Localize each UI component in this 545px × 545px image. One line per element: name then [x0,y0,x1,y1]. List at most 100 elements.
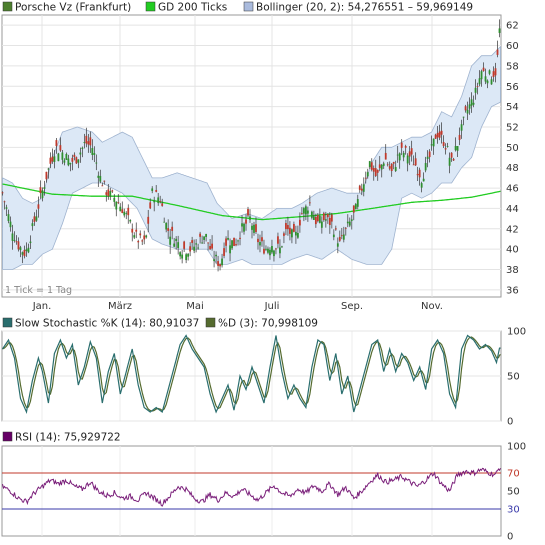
stochastic-y-tick-label: 100 [507,327,526,338]
candle-body [211,243,213,249]
stochastic-y-tick-label: 0 [507,417,513,428]
candle-body [486,80,489,84]
candle-body [281,246,283,248]
candle-body [133,235,136,238]
candle-body [350,219,353,221]
candle-body [378,164,381,169]
candle-body [67,158,70,166]
candle-body [175,238,178,241]
candle-body [285,223,287,230]
rsi-panel: RSI (14): 75,929722 0 30 50 70 100 [1,432,526,543]
candle-body [73,154,76,158]
candle-body [49,157,52,164]
candle-body [47,168,50,170]
candle-body [253,224,255,233]
candle-body [237,240,239,242]
candle-body [123,211,126,216]
candle-body [291,229,293,238]
candle-body [436,132,439,138]
candle-body [231,240,233,249]
rsi-y-tick-label: 70 [507,469,520,480]
candle-body [269,249,271,256]
rsi-reference-lines [2,472,501,510]
candle-body [223,248,225,256]
candle-body [87,141,90,145]
candle-body [275,248,277,250]
candle-body [277,236,279,244]
candle-body [179,252,182,257]
stochastic-d-line [2,336,501,412]
candle-body [310,211,313,218]
candle-body [259,242,261,246]
candle-body [209,246,211,250]
candle-body [287,225,289,230]
candle-body [247,209,249,216]
candle-body [456,146,459,151]
stochastic-legend: Slow Stochastic %K (14): 80,91037 %D (3)… [2,318,318,330]
price-x-tick-label: Mai [186,301,204,312]
legend-swatch-bollinger [243,1,254,12]
candle-body [346,221,349,224]
candle-body [241,223,243,227]
price-x-tick-label: Juli [264,301,280,312]
candle-body [498,28,501,33]
candle-body [336,243,339,247]
candle-body [235,244,237,246]
candle-body [494,68,497,76]
candle-body [177,242,180,248]
candle-body [283,233,285,236]
candle-body [121,209,124,213]
candle-body [249,216,251,220]
candle-body [334,228,337,230]
price-y-tick-label: 50 [506,143,519,154]
candle-body [295,231,297,236]
bollinger-band [2,45,501,270]
candle-body [312,216,315,220]
candle-body [454,145,457,151]
legend-label-bollinger: Bollinger (20, 2): 54,276551 – 59,969149 [256,2,473,14]
candle-body [77,159,80,163]
candle-body [392,162,395,164]
candle-body [193,246,196,251]
candle-body [255,224,257,233]
candle-body [318,216,321,223]
candle-body [29,241,32,244]
candle-body [356,199,359,207]
candle-body [69,162,72,165]
candle-body [51,156,54,162]
candle-body [352,205,355,213]
candle-body [322,213,325,221]
candle-body [213,259,215,262]
candle-body [103,180,106,182]
candle-body [199,233,202,237]
candle-body [434,134,437,139]
candle-body [185,254,188,261]
price-y-tick-label: 44 [506,204,519,215]
price-panel: Porsche Vz (Frankfurt) GD 200 Ticks Boll… [1,1,519,312]
candle-body [314,216,317,225]
candle-body [460,124,463,131]
candle-body [440,130,443,135]
tick-note: 1 Tick = 1 Tag [5,285,72,296]
rsi-y-tick-label: 50 [507,487,520,498]
candle-body [418,169,421,178]
candle-body [105,192,108,195]
candle-body [239,237,241,239]
candle-body [293,223,295,232]
price-y-tick-label: 38 [506,265,519,276]
candle-body [71,157,74,162]
candle-body [183,241,186,249]
candle-body [404,146,407,148]
legend-label-price: Porsche Vz (Frankfurt) [15,2,131,14]
candle-body [472,102,475,105]
candle-body [490,79,493,85]
candle-body [137,240,140,243]
candle-body [13,239,16,241]
candle-body [187,253,190,257]
candle-body [398,153,401,161]
candle-body [65,153,68,160]
candle-body [43,187,46,189]
candle-body [119,206,122,212]
candle-body [97,175,100,178]
candle-body [400,142,403,148]
